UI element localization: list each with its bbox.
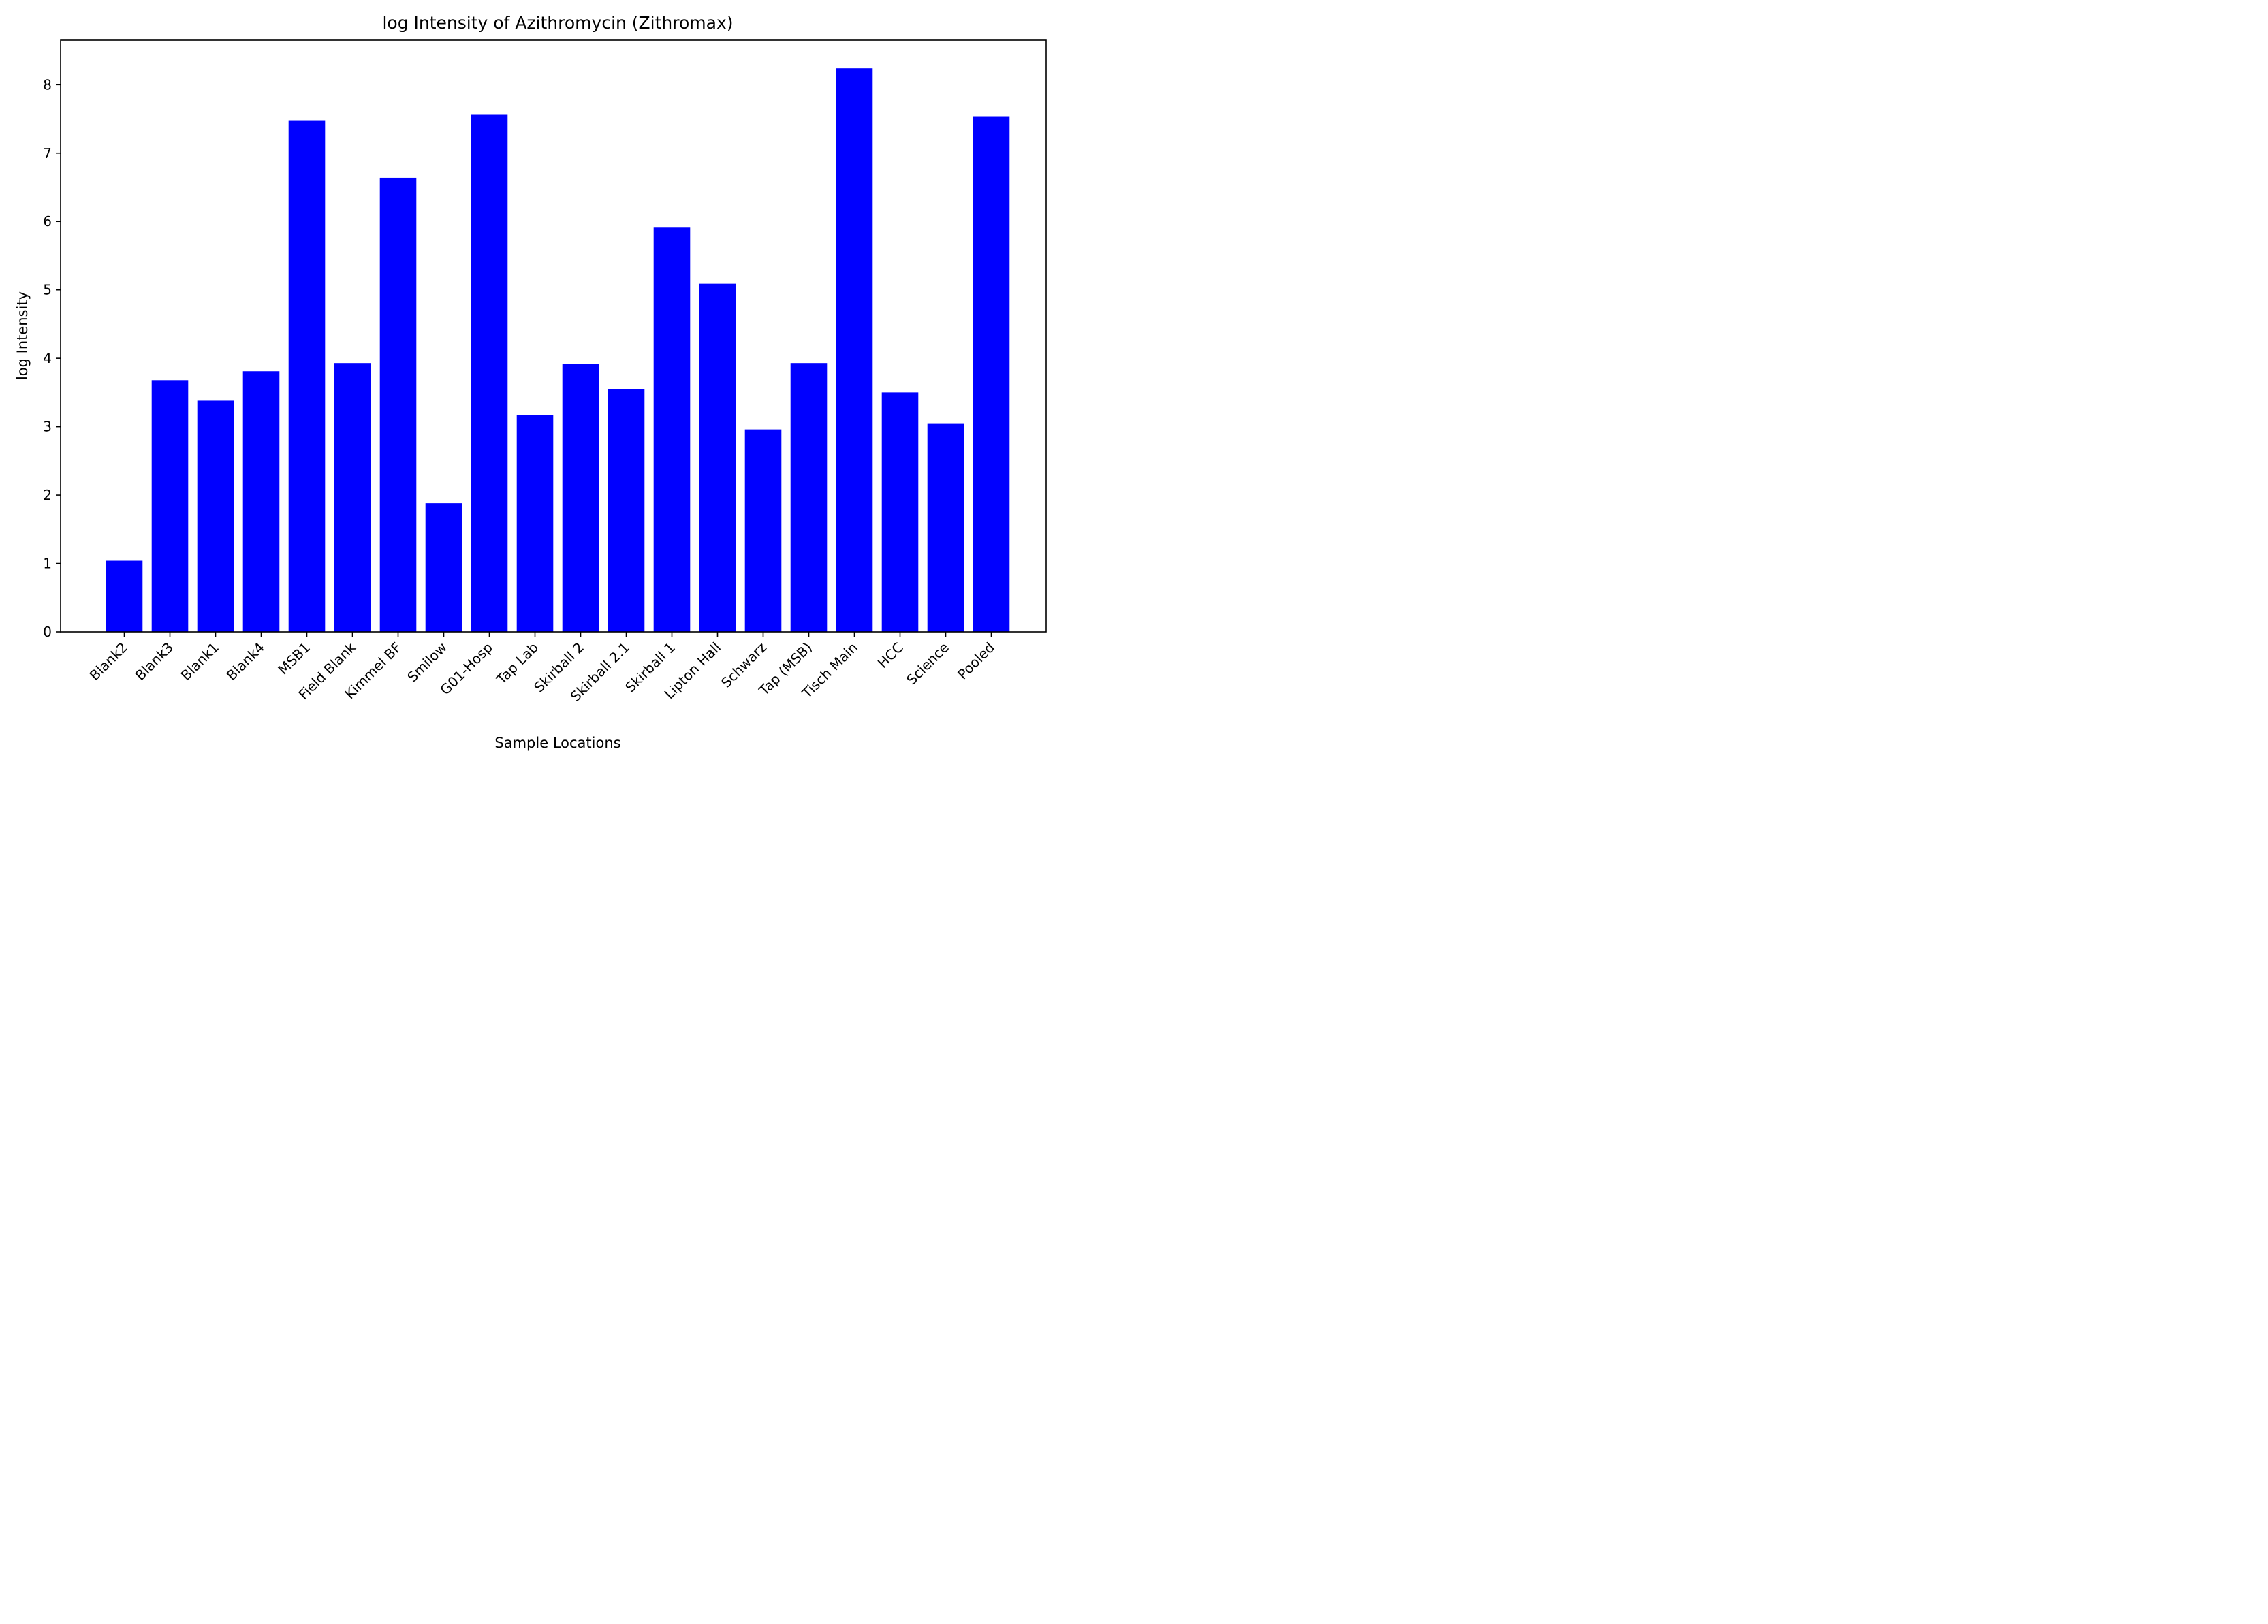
bars-group	[106, 68, 1010, 633]
y-tick-label: 8	[43, 76, 52, 93]
bar-schwarz	[744, 429, 782, 632]
x-tick-label: Smilow	[404, 639, 450, 686]
bar-blank2	[106, 560, 143, 632]
bar-tap-msb	[790, 363, 828, 632]
x-tick-label: Blank4	[223, 639, 268, 684]
bar-msb1	[288, 120, 326, 633]
x-tick-label: Blank3	[132, 639, 176, 684]
bar-tap-lab	[516, 415, 554, 632]
x-tick-label: MSB1	[274, 639, 313, 678]
bar-tisch-main	[836, 68, 873, 633]
bar-kimmel-bf	[379, 177, 417, 633]
bar-skirball-1	[653, 227, 691, 632]
bar-field-blank	[334, 363, 371, 632]
y-tick-label: 6	[43, 213, 52, 229]
bar-pooled	[973, 116, 1010, 632]
y-tick-label: 0	[43, 624, 52, 640]
y-axis: 0 1 2 3 4 5 6 7 8	[43, 76, 61, 640]
bar-skirball-2	[562, 364, 599, 632]
bar-hcc	[881, 392, 919, 632]
y-tick-label: 5	[43, 282, 52, 298]
y-tick-label: 2	[43, 487, 52, 503]
x-tick-label: Blank1	[178, 639, 222, 684]
bar-lipton-hall	[699, 283, 736, 632]
y-axis-label: log Intensity	[14, 291, 31, 380]
y-tick-label: 3	[43, 419, 52, 435]
y-tick-label: 7	[43, 145, 52, 161]
bar-chart: log Intensity of Azithromycin (Zithromax…	[14, 13, 1047, 751]
y-tick-label: 4	[43, 350, 52, 366]
bar-skirball-2-1	[608, 389, 645, 632]
bar-smilow	[425, 503, 462, 632]
bar-blank3	[151, 380, 189, 632]
y-tick-label: 1	[43, 556, 52, 572]
bar-g01-hosp	[471, 114, 508, 633]
chart-title: log Intensity of Azithromycin (Zithromax…	[382, 13, 733, 33]
x-axis-label: Sample Locations	[494, 735, 620, 751]
x-tick-label: Pooled	[954, 639, 998, 683]
bar-blank4	[242, 371, 280, 632]
x-tick-label: HCC	[875, 639, 907, 671]
plot-frame	[60, 39, 1047, 633]
bar-science	[927, 423, 964, 632]
x-tick-label: Blank2	[86, 639, 131, 684]
bar-blank1	[197, 400, 234, 632]
x-tick-label: Science	[903, 639, 952, 688]
